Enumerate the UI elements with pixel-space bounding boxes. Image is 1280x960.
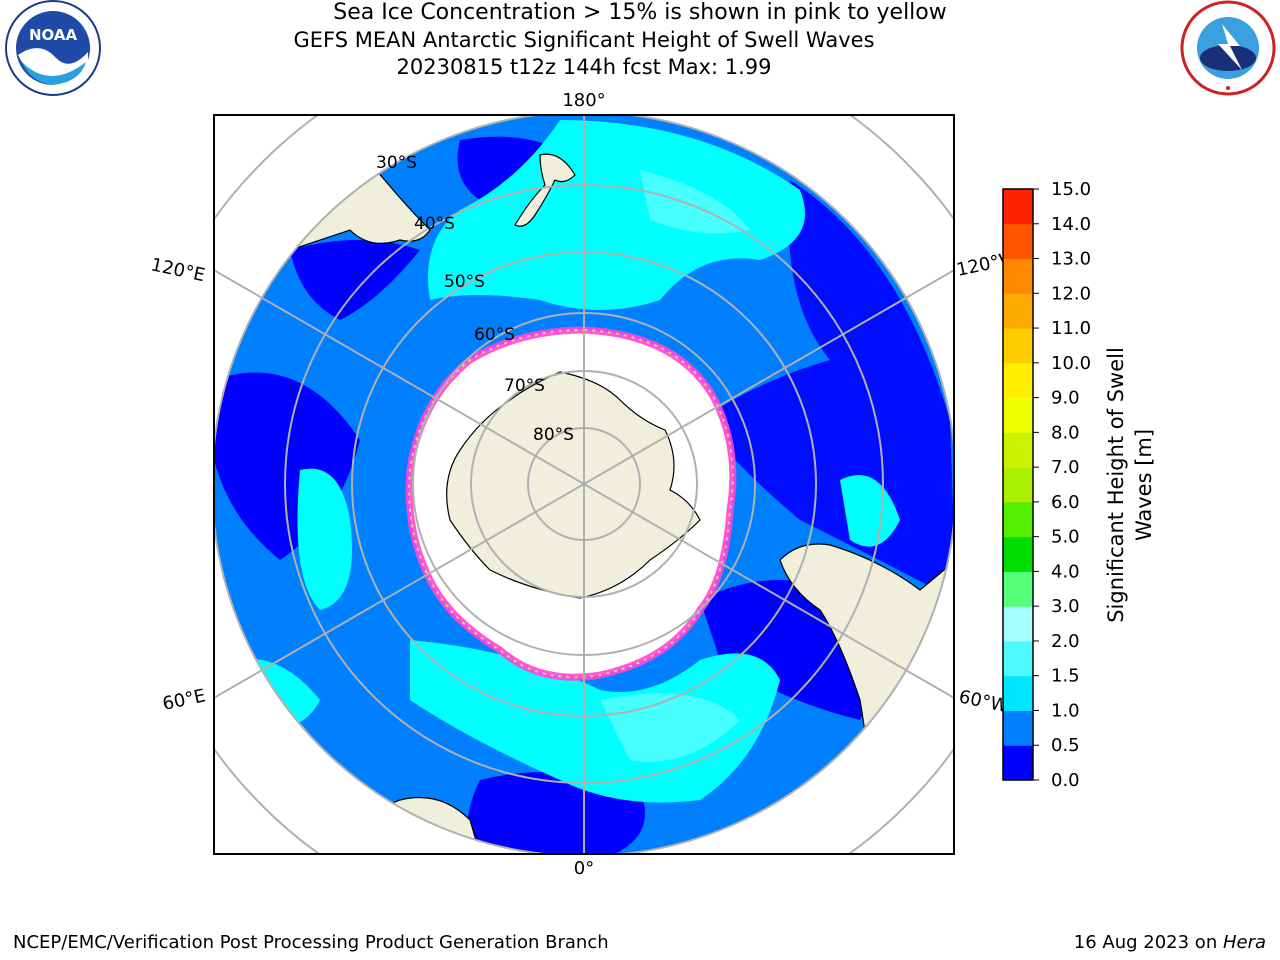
colorbar-label-line1: Significant Height of Swell [1104, 347, 1128, 623]
map-frame [213, 114, 955, 855]
colorbar-tick-label: 15.0 [1051, 179, 1091, 200]
colorbar-tick-label: 2.0 [1051, 631, 1080, 652]
colorbar-tick-label: 0.0 [1051, 770, 1080, 791]
colorbar-segment [1003, 223, 1033, 260]
colorbar-tick-label: 11.0 [1051, 318, 1091, 339]
colorbar-tick-label: 12.0 [1051, 283, 1091, 304]
colorbar-segment [1003, 710, 1033, 746]
colorbar-segment [1003, 640, 1033, 677]
colorbar-tick-label: 4.0 [1051, 561, 1080, 582]
lon-label-180: 180° [562, 90, 605, 111]
lon-label-0: 0° [574, 858, 594, 879]
footer-credit: NCEP/EMC/Verification Post Processing Pr… [13, 932, 609, 953]
colorbar-segment [1003, 501, 1033, 538]
colorbar-tick-label: 7.0 [1051, 457, 1080, 478]
colorbar-tick-label: 1.0 [1051, 700, 1080, 721]
footer-date: 16 Aug 2023 on Hera [1074, 932, 1266, 953]
colorbar-tick-label: 9.0 [1051, 388, 1080, 409]
lat-label-50s: 50°S [444, 272, 485, 292]
colorbar-segment [1003, 189, 1033, 225]
colorbar-segment [1003, 397, 1033, 433]
colorbar-segment [1003, 745, 1033, 781]
colorbar-tick-label: 0.5 [1051, 735, 1080, 756]
colorbar-tick-label: 10.0 [1051, 353, 1091, 374]
colorbar: 0.0 0.5 1.0 1.5 2.0 3.0 4.0 5.0 6.0 7.0 8.0 9.0 10.0… [1002, 179, 1091, 791]
map-subtitle: 20230815 t12z 144h fcst Max: 1.99 [396, 55, 772, 79]
colorbar-tick-label: 6.0 [1051, 492, 1080, 513]
lon-label-60w: 60°W [957, 686, 1010, 717]
colorbar-tick-label: 14.0 [1051, 214, 1091, 235]
colorbar-label-line2: Waves [m] [1132, 429, 1156, 541]
colorbar-segment [1003, 675, 1033, 711]
colorbar-tick-label: 3.0 [1051, 596, 1080, 617]
lat-label-30s: 30°S [376, 153, 417, 173]
nws-logo [1180, 0, 1276, 96]
colorbar-segment [1003, 467, 1033, 503]
colorbar-tick-label: 8.0 [1051, 422, 1080, 443]
new-zealand [514, 153, 576, 227]
lon-label-60e: 60°E [161, 685, 208, 715]
colorbar-segment [1003, 536, 1033, 572]
colorbar-segment [1003, 571, 1033, 607]
lat-label-70s: 70°S [504, 376, 545, 396]
colorbar-segment [1003, 258, 1033, 294]
longitude-grid [214, 115, 954, 854]
colorbar-tick-label: 1.5 [1051, 666, 1080, 687]
noaa-logo: NOAA [5, 0, 101, 96]
colorbar-segment [1003, 328, 1033, 364]
footer-host: Hera [1222, 932, 1266, 953]
map-title: GEFS MEAN Antarctic Significant Height o… [293, 28, 875, 52]
lat-label-40s: 40°S [414, 214, 455, 234]
lon-label-120e: 120°E [149, 254, 207, 286]
lat-label-80s: 80°S [533, 425, 574, 445]
colorbar-frame [1002, 188, 1034, 781]
lat-label-60s: 60°S [474, 325, 515, 345]
colorbar-segment [1003, 362, 1033, 399]
colorbar-segment [1003, 606, 1033, 642]
footer-date-text: 16 Aug 2023 on [1073, 932, 1223, 953]
sea-ice-note: Sea Ice Concentration > 15% is shown in … [333, 0, 947, 25]
colorbar-tick-label: 13.0 [1051, 249, 1091, 270]
colorbar-segment [1003, 432, 1033, 468]
polar-map: 30°S 40°S 50°S 60°S 70°S 80°S [214, 115, 954, 854]
colorbar-tick-label: 5.0 [1051, 527, 1080, 548]
antarctica [446, 371, 701, 599]
noaa-logo-text: NOAA [29, 26, 78, 44]
colorbar-segment [1003, 293, 1033, 329]
